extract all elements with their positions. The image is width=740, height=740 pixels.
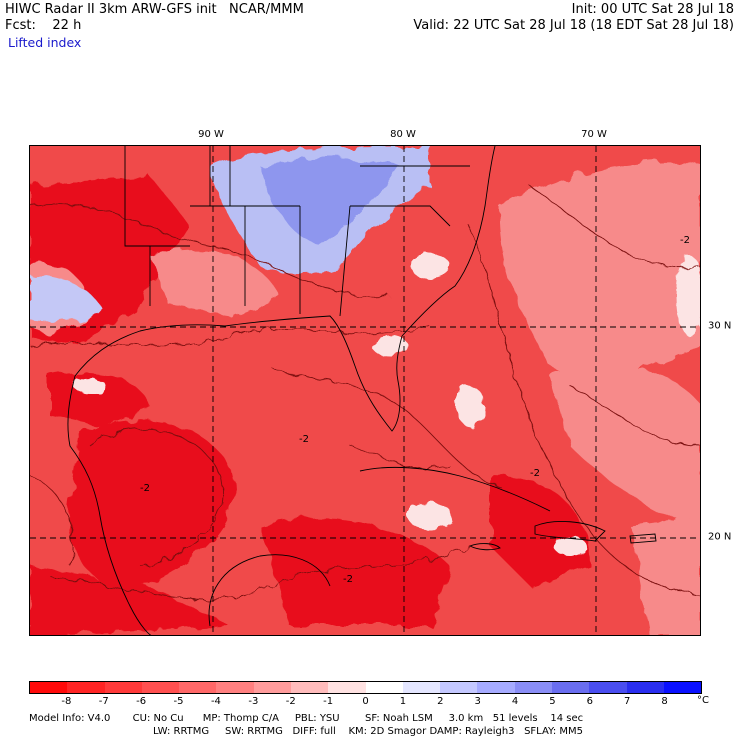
- colorbar-tick-label: 7: [624, 696, 631, 707]
- colorbar-tick-label: 5: [549, 696, 556, 707]
- colorbar-segment: [589, 682, 627, 693]
- map-canvas: -2 -2 -2 -2 -2: [30, 146, 700, 635]
- lat-label-20n: 20 N: [708, 531, 732, 543]
- colorbar-segment: [253, 682, 291, 693]
- colorbar-segment: [30, 682, 68, 693]
- lifted-index-map: -2 -2 -2 -2 -2: [29, 145, 701, 636]
- lon-label-90w: 90 W: [198, 129, 224, 140]
- field-near-zero: [74, 254, 700, 556]
- colorbar-tick-label: 4: [511, 696, 519, 707]
- colorbar-segment: [440, 682, 478, 693]
- boundaries: [67, 146, 657, 635]
- colorbar-segment: [626, 682, 664, 693]
- colorbar-tick-label: 6: [586, 696, 594, 707]
- contour-label: -2: [140, 483, 150, 494]
- colorbar-tick-label: -2: [285, 696, 296, 707]
- forecast-hour: Fcst: 22 h: [5, 18, 82, 33]
- colorbar-segment: [663, 682, 702, 693]
- colorbar-segment: [365, 682, 403, 693]
- contour-label: -2: [343, 574, 353, 585]
- colorbar-tick-label: -3: [248, 696, 259, 707]
- latlon-grid: [30, 146, 700, 635]
- colorbar-segment: [141, 682, 180, 693]
- colorbar-tick-label: 0: [362, 696, 369, 707]
- valid-time: Valid: 22 UTC Sat 28 Jul 18 (18 EDT Sat …: [413, 18, 734, 33]
- contour-label: -2: [299, 434, 309, 445]
- colorbar-segment: [216, 682, 254, 693]
- field-positive: [30, 146, 430, 323]
- colorbar-segment: [477, 682, 515, 693]
- colorbar-tick-label: -1: [323, 696, 334, 707]
- colorbar-tick-label: -4: [210, 696, 221, 707]
- contour-label: -2: [680, 235, 690, 246]
- colorbar-tick-label: 1: [399, 696, 407, 707]
- colorbar-tick-label: -5: [173, 696, 184, 707]
- colorbar-tick-label: -6: [136, 696, 147, 707]
- model-info-line2: LW: RRTMG SW: RRTMG DIFF: full KM: 2D Sm…: [153, 726, 583, 737]
- colorbar-segment: [179, 682, 217, 693]
- init-time: Init: 00 UTC Sat 28 Jul 18: [571, 2, 734, 17]
- colorbar-tick-label: -8: [61, 696, 72, 707]
- colorbar-segment: [104, 682, 142, 693]
- lon-label-70w: 70 W: [581, 129, 607, 140]
- colorbar: [29, 681, 702, 694]
- colorbar-tick-label: -7: [98, 696, 109, 707]
- colorbar-segment: [67, 682, 105, 693]
- colorbar-tick-label: 3: [474, 696, 481, 707]
- colorbar-segment: [514, 682, 552, 693]
- colorbar-segment: [328, 682, 366, 693]
- model-info-line1: Model Info: V4.0 CU: No Cu MP: Thomp C/A…: [29, 713, 584, 724]
- header-title: HIWC Radar II 3km ARW-GFS init NCAR/MMM: [5, 2, 304, 17]
- colorbar-tick-label: 8: [661, 696, 668, 707]
- colorbar-unit: °C: [697, 695, 709, 706]
- colorbar-segment: [551, 682, 590, 693]
- colorbar-segment: [290, 682, 329, 693]
- lat-label-30n: 30 N: [708, 320, 732, 332]
- field-name: Lifted index: [8, 35, 82, 50]
- colorbar-segment: [402, 682, 441, 693]
- lon-label-80w: 80 W: [390, 129, 416, 140]
- contour-label: -2: [530, 468, 540, 479]
- colorbar-tick-label: 2: [437, 696, 444, 707]
